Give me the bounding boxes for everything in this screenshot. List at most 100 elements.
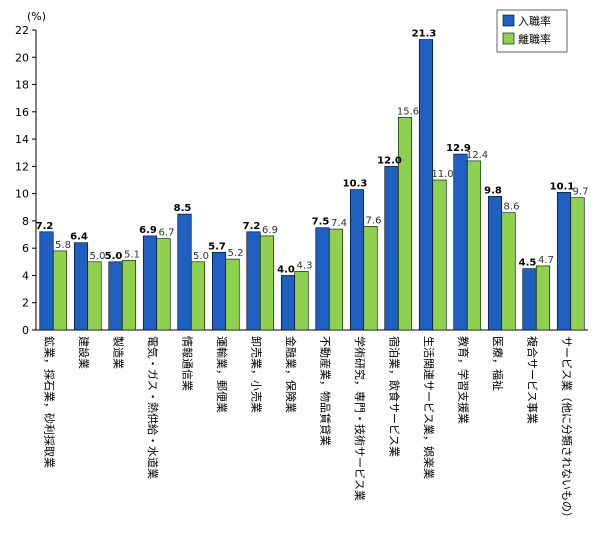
category-label: 不動産業，物品賃貸業	[318, 336, 332, 446]
data-label-exit-rate: 5.1	[124, 249, 140, 260]
data-label-exit-rate: 4.3	[297, 260, 313, 271]
bar-entry-rate	[556, 191, 572, 331]
bar-entry-rate	[142, 235, 158, 331]
data-label-entry-rate: 6.4	[70, 232, 88, 243]
bar-exit-rate	[328, 228, 344, 331]
bar-exit-rate	[570, 197, 585, 331]
data-label-entry-rate: 6.9	[139, 225, 157, 236]
data-label-entry-rate: 7.5	[312, 217, 330, 228]
bar-exit-rate	[190, 261, 206, 331]
category-label: 宿泊業，飲食サービス業	[387, 336, 401, 457]
data-label-entry-rate: 21.3	[412, 29, 437, 40]
category-label: 情報通信業	[180, 336, 193, 391]
data-label-exit-rate: 7.4	[331, 218, 347, 229]
data-label-exit-rate: 7.6	[366, 215, 382, 226]
y-tick-label: 20	[15, 51, 29, 64]
category-label: 医療，福祉	[491, 336, 505, 391]
y-tick-label: 16	[15, 106, 29, 119]
data-label-entry-rate: 10.1	[550, 181, 575, 192]
bar-entry-rate	[384, 166, 399, 331]
category-label: 金融業，保険業	[284, 336, 298, 413]
category-label: 生活関連サービス業，娯楽業	[422, 336, 436, 479]
data-label-entry-rate: 10.3	[343, 179, 368, 190]
bar-exit-rate	[363, 226, 378, 331]
data-label-entry-rate: 8.5	[174, 203, 192, 214]
y-tick-label: 6	[22, 242, 29, 255]
category-label: サービス業（他に分類されないもの）	[560, 336, 573, 523]
category-label: 製造業	[111, 336, 125, 369]
legend-swatch-entry-rate	[502, 14, 515, 27]
y-tick-label: 18	[15, 79, 29, 92]
category-label: 運輸業，郵便業	[215, 336, 229, 413]
legend-swatch-exit-rate	[502, 32, 515, 45]
data-label-exit-rate: 6.9	[262, 225, 278, 236]
y-tick-label: 2	[22, 297, 29, 310]
bar-exit-rate	[294, 271, 309, 331]
legend-label-entry-rate: 入職率	[518, 14, 551, 28]
bar-exit-rate	[87, 261, 102, 331]
category-label: 建設業	[77, 336, 91, 369]
category-label: 卸売業，小売業	[249, 336, 263, 413]
legend-label-exit-rate: 離職率	[518, 32, 551, 46]
bar-exit-rate	[121, 260, 137, 331]
y-tick-label: 14	[15, 133, 29, 146]
bar-exit-rate	[535, 265, 551, 331]
data-label-exit-rate: 5.8	[55, 240, 71, 251]
bar-entry-rate	[280, 275, 296, 331]
bar-entry-rate	[211, 251, 227, 331]
data-label-exit-rate: 4.7	[538, 255, 554, 266]
bar-exit-rate	[225, 258, 240, 331]
data-label-entry-rate: 7.2	[36, 221, 54, 232]
bar-entry-rate	[349, 189, 365, 331]
y-tick-label: 0	[22, 324, 29, 337]
data-label-entry-rate: 7.2	[243, 221, 261, 232]
data-label-entry-rate: 5.7	[208, 241, 226, 252]
data-label-exit-rate: 6.7	[159, 228, 175, 239]
bar-entry-rate	[108, 261, 123, 331]
data-labels: 7.25.86.45.0 5.0 5.16.9 6.78.55.05.75.27.2 6…	[36, 29, 589, 276]
category-label: 学術研究，専門・技術サービス業	[353, 336, 367, 501]
data-label-entry-rate: 5.0	[105, 251, 123, 262]
category-label: 複合サービス事業	[525, 336, 539, 424]
y-tick-label: 10	[15, 188, 29, 201]
data-label-exit-rate: 5.2	[228, 248, 244, 259]
legend: 入職率 離職率	[496, 9, 568, 53]
data-label-exit-rate: 5.0	[193, 251, 209, 262]
data-label-entry-rate: 9.8	[484, 185, 502, 196]
bar-exit-rate	[501, 212, 516, 331]
data-label-exit-rate: 11.0	[431, 169, 453, 180]
bar-entry-rate	[39, 231, 54, 331]
data-label-exit-rate: 9.7	[573, 187, 589, 198]
category-labels: 鉱業，採石業，砂利採取業 建設業 製造業 電気・ガス・熱供給・水道業 情報通信業 運輸業，…	[42, 336, 573, 523]
bar-entry-rate	[418, 39, 434, 331]
bar-entry-rate	[315, 227, 330, 331]
category-label: 電気・ガス・熱供給・水道業	[146, 336, 160, 479]
y-tick-label: 4	[22, 269, 29, 282]
category-label: 鉱業，採石業，砂利採取業	[42, 336, 56, 468]
data-label-exit-rate: 8.6	[504, 202, 520, 213]
bars	[39, 39, 585, 331]
bar-exit-rate	[397, 116, 413, 331]
bar-entry-rate	[453, 153, 468, 331]
bar-entry-rate	[246, 231, 261, 331]
data-label-exit-rate: 5.0	[90, 251, 106, 262]
y-tick-label: 22	[15, 24, 29, 37]
data-label-entry-rate: 12.0	[377, 155, 402, 166]
bar-exit-rate	[259, 235, 275, 331]
bar-exit-rate	[156, 238, 171, 331]
y-axis-unit: (%)	[27, 10, 46, 23]
data-label-exit-rate: 12.4	[466, 150, 488, 161]
category-label: 教育，学習支援業	[456, 336, 470, 424]
y-tick-label: 12	[15, 160, 29, 173]
data-label-entry-rate: 4.0	[277, 264, 295, 275]
bar-exit-rate	[432, 179, 447, 331]
bar-entry-rate	[487, 196, 503, 331]
data-label-exit-rate: 15.6	[397, 106, 419, 117]
bar-exit-rate	[466, 160, 482, 331]
y-tick-label: 8	[22, 215, 29, 228]
bar-exit-rate	[52, 250, 68, 331]
bar-entry-rate	[522, 268, 537, 331]
bar-entry-rate	[73, 242, 89, 331]
data-label-entry-rate: 4.5	[519, 258, 537, 269]
